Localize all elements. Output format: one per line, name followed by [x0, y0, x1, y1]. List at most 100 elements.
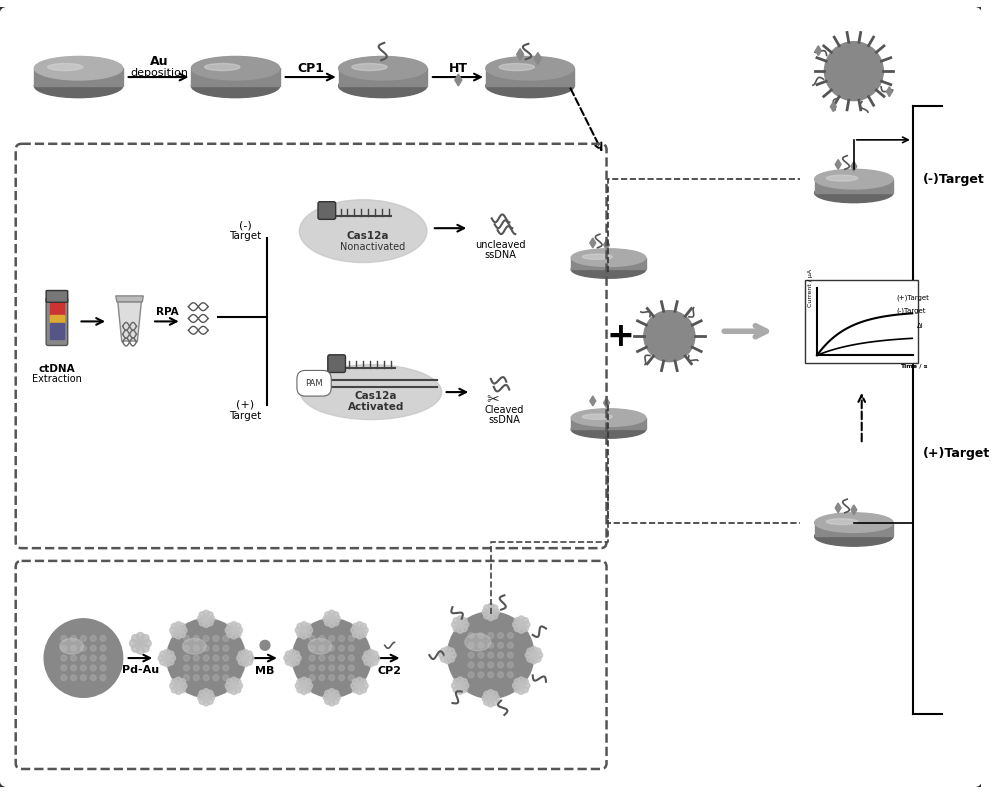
- Circle shape: [232, 628, 236, 633]
- Circle shape: [301, 688, 307, 695]
- Circle shape: [468, 672, 474, 678]
- Text: ctDNA: ctDNA: [39, 364, 75, 373]
- Circle shape: [80, 635, 86, 642]
- Circle shape: [179, 679, 185, 685]
- Circle shape: [235, 687, 241, 693]
- Circle shape: [448, 656, 455, 662]
- Ellipse shape: [183, 638, 206, 654]
- Circle shape: [100, 646, 106, 651]
- Polygon shape: [339, 68, 427, 86]
- Circle shape: [141, 644, 149, 652]
- Circle shape: [356, 633, 363, 639]
- Circle shape: [360, 679, 367, 685]
- Circle shape: [231, 677, 237, 684]
- Circle shape: [518, 616, 524, 622]
- Polygon shape: [851, 161, 857, 172]
- Circle shape: [181, 683, 187, 689]
- Circle shape: [457, 677, 463, 684]
- FancyBboxPatch shape: [46, 291, 68, 303]
- Circle shape: [141, 634, 149, 642]
- Circle shape: [352, 623, 359, 630]
- Ellipse shape: [48, 64, 83, 71]
- Ellipse shape: [34, 56, 123, 80]
- Circle shape: [535, 656, 541, 662]
- Circle shape: [193, 675, 199, 680]
- Circle shape: [452, 622, 458, 628]
- Circle shape: [461, 618, 467, 624]
- Circle shape: [71, 675, 77, 680]
- Circle shape: [90, 675, 96, 680]
- Circle shape: [143, 639, 151, 647]
- Circle shape: [170, 627, 176, 634]
- Text: ssDNA: ssDNA: [485, 249, 516, 260]
- Circle shape: [293, 659, 299, 665]
- Circle shape: [448, 648, 455, 654]
- Circle shape: [513, 683, 519, 689]
- Circle shape: [491, 692, 498, 698]
- Circle shape: [90, 646, 96, 651]
- Circle shape: [339, 665, 344, 671]
- Circle shape: [329, 688, 335, 695]
- Circle shape: [478, 662, 484, 668]
- Circle shape: [61, 675, 67, 680]
- Circle shape: [301, 622, 307, 628]
- Circle shape: [223, 675, 229, 680]
- Circle shape: [295, 655, 301, 661]
- Circle shape: [227, 631, 233, 638]
- Circle shape: [179, 631, 185, 638]
- Circle shape: [488, 642, 494, 648]
- Text: (-)Target: (-)Target: [923, 172, 984, 186]
- Circle shape: [527, 656, 533, 662]
- Circle shape: [319, 635, 325, 642]
- Circle shape: [463, 622, 469, 628]
- Circle shape: [463, 683, 469, 689]
- Circle shape: [164, 649, 170, 656]
- Circle shape: [203, 646, 209, 651]
- Polygon shape: [590, 238, 596, 248]
- Circle shape: [297, 687, 303, 693]
- Circle shape: [325, 698, 331, 704]
- Circle shape: [203, 655, 209, 661]
- Bar: [805, 279, 918, 363]
- Circle shape: [491, 699, 498, 705]
- Circle shape: [184, 635, 189, 642]
- Circle shape: [514, 618, 521, 624]
- Circle shape: [824, 42, 883, 101]
- Circle shape: [137, 641, 143, 646]
- Circle shape: [197, 615, 204, 622]
- Circle shape: [453, 686, 459, 692]
- Circle shape: [164, 661, 170, 667]
- Circle shape: [204, 695, 208, 700]
- Circle shape: [507, 672, 513, 678]
- Circle shape: [184, 675, 189, 680]
- Circle shape: [484, 613, 490, 619]
- Polygon shape: [815, 179, 893, 193]
- Circle shape: [488, 603, 494, 610]
- Circle shape: [199, 619, 205, 626]
- Circle shape: [242, 661, 249, 667]
- Polygon shape: [815, 522, 893, 537]
- Polygon shape: [835, 160, 841, 169]
- Circle shape: [203, 688, 209, 695]
- Ellipse shape: [582, 414, 612, 419]
- Circle shape: [457, 627, 463, 634]
- Text: ✂: ✂: [486, 392, 499, 407]
- Circle shape: [488, 662, 494, 668]
- Circle shape: [364, 659, 370, 665]
- Circle shape: [100, 665, 106, 671]
- Circle shape: [213, 675, 219, 680]
- Text: deposition: deposition: [130, 68, 188, 78]
- Circle shape: [306, 627, 313, 634]
- Circle shape: [514, 686, 521, 692]
- Circle shape: [357, 684, 362, 688]
- Circle shape: [319, 675, 325, 680]
- Circle shape: [536, 652, 543, 658]
- Ellipse shape: [486, 56, 574, 80]
- Circle shape: [90, 655, 96, 661]
- Circle shape: [348, 665, 354, 671]
- Ellipse shape: [60, 638, 83, 654]
- Circle shape: [100, 655, 106, 661]
- Circle shape: [453, 626, 459, 631]
- Polygon shape: [815, 46, 821, 56]
- Circle shape: [290, 656, 295, 661]
